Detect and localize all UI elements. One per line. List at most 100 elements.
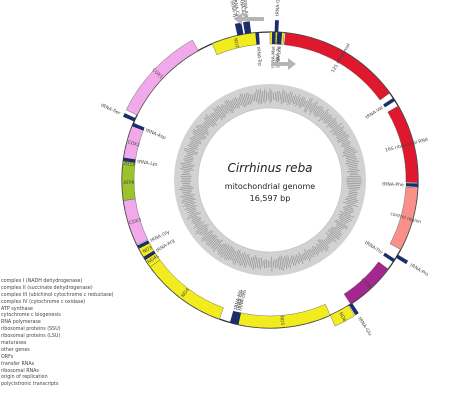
gc-tick bbox=[343, 149, 356, 155]
gc-tick bbox=[241, 93, 247, 107]
gene-control-region bbox=[389, 186, 419, 250]
gc-tick bbox=[331, 123, 338, 129]
gc-tick bbox=[277, 257, 280, 270]
gene-label: ND6 bbox=[337, 311, 347, 323]
gc-tick bbox=[277, 90, 280, 103]
gc-tick bbox=[205, 234, 215, 243]
legend-label: other genes bbox=[1, 347, 30, 353]
gc-tick bbox=[344, 210, 351, 215]
legend-item: RNA polymerase bbox=[0, 319, 120, 326]
gc-tick bbox=[184, 149, 198, 155]
feature-blocks bbox=[121, 31, 419, 329]
gc-tick bbox=[227, 100, 235, 112]
gc-tick bbox=[282, 258, 286, 268]
gc-tick bbox=[320, 239, 329, 249]
gc-tick bbox=[334, 226, 342, 232]
legend-item: other genes bbox=[0, 347, 120, 354]
trna-mark bbox=[405, 183, 418, 187]
gc-tick bbox=[347, 186, 360, 188]
trna-mark bbox=[234, 23, 241, 36]
gc-tick bbox=[347, 162, 358, 166]
gc-tick bbox=[221, 103, 229, 115]
gc-tick bbox=[348, 191, 358, 194]
gc-tick bbox=[191, 216, 200, 222]
gc-tick bbox=[210, 238, 218, 247]
gc-tick bbox=[345, 197, 359, 202]
legend-label: complex IV (cytochrome c oxidase) bbox=[1, 299, 86, 305]
legend-item: origin of replication bbox=[0, 374, 120, 381]
gc-tick bbox=[187, 144, 198, 151]
gc-tick bbox=[313, 246, 320, 254]
legend-label: complex II (succinate dehydrogenase) bbox=[1, 285, 93, 291]
gene-label: ATP6 bbox=[123, 180, 134, 186]
gc-tick bbox=[238, 96, 243, 107]
legend-label: polycistronic transcripts bbox=[1, 382, 59, 388]
gc-tick bbox=[308, 103, 313, 110]
gc-tick bbox=[206, 234, 217, 246]
gc-tick bbox=[318, 108, 329, 122]
gc-tick bbox=[326, 235, 334, 242]
trna-mark bbox=[243, 21, 249, 35]
gc-tick bbox=[344, 198, 358, 203]
gc-tick bbox=[195, 224, 209, 235]
gc-tick bbox=[341, 213, 351, 219]
gc-tick bbox=[260, 88, 263, 105]
gene-16s-ribosomal-rna bbox=[387, 105, 419, 183]
gc-tick bbox=[253, 93, 256, 102]
gc-tick bbox=[209, 115, 216, 123]
gc-tick bbox=[196, 224, 204, 229]
gc-tick bbox=[329, 229, 340, 238]
gc-tick bbox=[319, 110, 325, 118]
gc-tick bbox=[336, 130, 344, 137]
gc-tick bbox=[184, 157, 193, 161]
gc-tick bbox=[292, 255, 297, 266]
right-arrow-icon bbox=[272, 58, 296, 70]
gc-tick bbox=[280, 89, 284, 105]
gc-tick bbox=[323, 239, 329, 245]
gc-tick bbox=[181, 164, 193, 168]
gc-tick bbox=[201, 230, 214, 242]
gc-tick bbox=[311, 246, 319, 256]
gc-tick bbox=[285, 256, 289, 268]
gc-tick bbox=[249, 93, 253, 104]
gc-tick bbox=[194, 221, 202, 226]
gc-tick bbox=[220, 106, 227, 114]
gc-tick bbox=[329, 122, 343, 133]
gc-tick bbox=[183, 170, 190, 172]
trna-label: tRNA-Thr bbox=[363, 240, 383, 256]
trna-label: tRNA-Asp bbox=[144, 127, 166, 141]
trna-label: tRNA-Pro bbox=[409, 262, 430, 278]
legend-label: ribosomal proteins (SSU) bbox=[1, 327, 61, 333]
gc-tick bbox=[336, 225, 342, 231]
trna-label: tRNA-Met bbox=[270, 46, 277, 68]
gc-tick bbox=[203, 122, 210, 129]
gc-tick bbox=[183, 201, 197, 207]
gc-tick bbox=[227, 248, 235, 261]
trna-mark bbox=[137, 240, 150, 249]
gc-tick bbox=[350, 172, 358, 174]
gc-tick bbox=[346, 182, 362, 185]
legend-item: transfer RNAs bbox=[0, 361, 120, 368]
gc-tick bbox=[188, 147, 195, 151]
gc-tick bbox=[217, 242, 227, 256]
legend-label: ribosomal proteins (LSU) bbox=[1, 334, 61, 340]
gc-tick bbox=[200, 228, 209, 236]
gc-tick bbox=[345, 155, 357, 160]
gene-label: ND2 bbox=[232, 38, 240, 49]
gc-tick bbox=[182, 196, 193, 199]
gc-content-ring bbox=[174, 84, 366, 276]
left-arrow-icon bbox=[234, 13, 264, 25]
gc-tick bbox=[250, 256, 255, 268]
gene-cox3 bbox=[123, 198, 149, 246]
gc-tick bbox=[339, 219, 347, 225]
gc-tick bbox=[193, 219, 201, 225]
gc-tick bbox=[237, 98, 241, 106]
gc-tick bbox=[191, 136, 202, 143]
gc-tick bbox=[335, 131, 347, 139]
gc-tick bbox=[212, 240, 221, 250]
gc-tick bbox=[220, 243, 230, 258]
gc-tick bbox=[318, 243, 324, 251]
gc-tick bbox=[252, 255, 257, 270]
gc-tick bbox=[343, 206, 355, 212]
gc-tick bbox=[288, 92, 293, 105]
